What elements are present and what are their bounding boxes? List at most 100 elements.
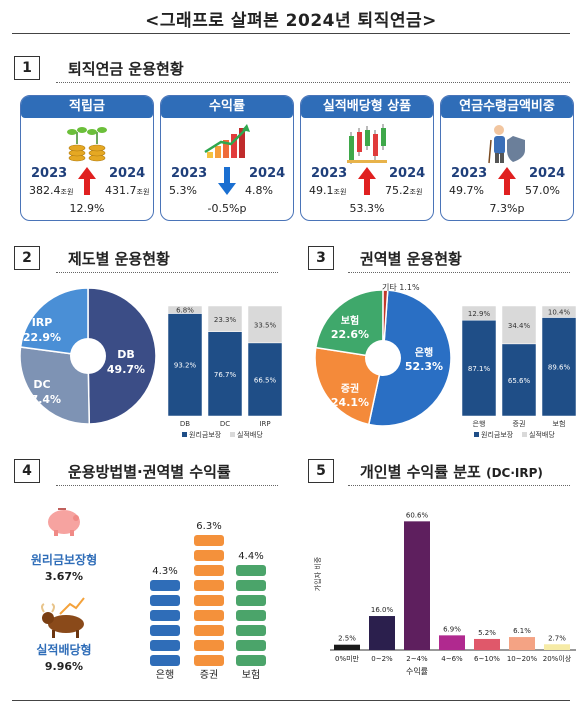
x-tick-보험: 보험 (553, 420, 566, 428)
card-change: -0.5%p (207, 202, 247, 215)
bar-label-DC-실적배당: 23.3% (214, 316, 237, 324)
pie-slice-보험 (314, 289, 384, 359)
chart-return-by-method: 원리금보장형 3.67% 실적배당형 9.96% 4.3% 은행 6.3% 증권 4.4% 보험 (31, 508, 266, 681)
section-4-title: 운용방법별·권역별 수익률 (68, 463, 231, 481)
section-1-title: 퇴직연금 운용현황 (68, 60, 184, 78)
bar-보험-실적배당 (541, 305, 577, 318)
bar-label-DB-실적배당: 6.8% (176, 307, 194, 315)
card-year-1: 2023 (171, 166, 208, 181)
bar-IRP-실적배당 (247, 305, 283, 344)
card-value-1-num: 49.7% (449, 184, 484, 197)
bar-segment-증권 (194, 535, 224, 546)
pie-slice-IRP (19, 287, 89, 357)
card-year-2: 2024 (249, 166, 286, 181)
bar-DB-원리금보장 (167, 313, 203, 417)
card-year-1: 2023 (451, 166, 488, 181)
legend-swatch-원리금보장 (474, 432, 479, 437)
legend-swatch-실적배당 (230, 432, 235, 437)
card-4: 연금수령금액비중 2023 2024 49.7% 57.0% 7.3%p (440, 95, 574, 221)
card-value-2-num: 57.0% (525, 184, 560, 197)
bar-6~10% (474, 638, 500, 650)
card-value-2-unit: 조원 (136, 188, 150, 196)
bar-segment-증권 (194, 640, 224, 651)
card-value-1-num: 5.3% (169, 184, 197, 197)
bar-label-증권: 6.3% (196, 521, 221, 532)
pie-label-증권: 증권 (341, 383, 359, 395)
card-value-2: 431.7조원 (105, 184, 149, 197)
page-title: <그래프로 살펴본 2024년 퇴직연금> (145, 11, 437, 31)
bar-segment-증권 (194, 550, 224, 561)
pie-value-DC: 27.4% (23, 393, 61, 406)
card-header: 수익률 (161, 96, 293, 118)
bar-segment-증권 (194, 625, 224, 636)
pie-value-DB: 49.7% (107, 363, 145, 376)
bar-segment-보험 (236, 610, 266, 621)
card-year-1: 2023 (311, 166, 348, 181)
bar-label-보험-실적배당: 10.4% (548, 309, 571, 317)
bar-label-IRP-원리금보장: 66.5% (254, 376, 277, 384)
card-year-1: 2023 (31, 166, 68, 181)
bar-segment-보험 (236, 640, 266, 651)
bar-segment-증권 (194, 580, 224, 591)
bar-label-보험: 4.4% (238, 551, 263, 562)
card-value-2: 4.8% (245, 184, 273, 197)
x-tick-2~4%: 2~4% (406, 655, 428, 663)
card-value-1: 382.4조원 (29, 184, 73, 197)
bar-DC-실적배당 (207, 305, 243, 332)
pie-label-IRP: IRP (32, 316, 53, 329)
pie-label-기타: 기타 1.1% (382, 283, 420, 292)
pie-value-IRP: 22.9% (23, 331, 61, 344)
pie-label-보험: 보험 (341, 314, 359, 327)
bar-label-10~20%: 6.1% (513, 627, 531, 635)
bar-DB-실적배당 (167, 305, 203, 314)
section-4-number: 4 (14, 459, 40, 483)
x-axis-label: 수익률 (406, 666, 428, 676)
bar-segment-보험 (236, 595, 266, 606)
section-3-title: 권역별 운용현황 (360, 250, 462, 268)
growth-bars-icon (204, 124, 250, 158)
bar-4~6% (439, 635, 465, 650)
bar-10~20% (509, 637, 535, 650)
card-year-2: 2024 (389, 166, 426, 181)
x-tick-보험: 보험 (242, 669, 260, 681)
bar-segment-증권 (194, 565, 224, 576)
x-tick-증권: 증권 (513, 420, 526, 428)
plant-coins-icon (67, 127, 107, 162)
bar-label-IRP-실적배당: 33.5% (254, 321, 277, 329)
section-1-underline (56, 82, 570, 83)
bar-label-4~6%: 6.9% (443, 625, 461, 633)
bar-label-증권-원리금보장: 65.6% (508, 377, 531, 385)
card-value-2-num: 431.7 (105, 184, 137, 197)
legend-label-원리금보장: 원리금보장 (481, 430, 514, 439)
value-원리금보장형: 3.67% (45, 570, 83, 583)
y-axis-label: 가입자 비중 (313, 556, 322, 591)
x-tick-6~10%: 6~10% (474, 655, 500, 663)
bar-segment-보험 (236, 625, 266, 636)
card-header: 연금수령금액비중 (441, 96, 573, 118)
pie-slice-은행 (367, 289, 452, 427)
arrow-up-icon (78, 167, 96, 195)
bar-은행-실적배당 (461, 305, 497, 321)
bull-icon (41, 597, 85, 638)
card-year-2: 2024 (529, 166, 566, 181)
bar-label-2~4%: 60.6% (406, 511, 429, 519)
bar-0~2% (369, 616, 395, 650)
candlestick-icon (347, 124, 387, 164)
x-tick-20%이상: 20%이상 (543, 654, 572, 663)
bar-segment-은행 (150, 655, 180, 666)
bar-DC-원리금보장 (207, 331, 243, 417)
bar-은행-원리금보장 (461, 319, 497, 417)
card-value-2: 57.0% (525, 184, 560, 197)
card-value-1-num: 49.1 (309, 184, 334, 197)
pie-label-은행: 은행 (415, 346, 433, 359)
x-tick-DC: DC (220, 420, 230, 428)
legend-label-원리금보장: 원리금보장 (189, 430, 222, 439)
card-header: 적립금 (21, 96, 153, 118)
bar-segment-은행 (150, 595, 180, 606)
bar-segment-증권 (194, 610, 224, 621)
pie-value-증권: 24.1% (331, 396, 369, 409)
card-1: 적립금 2023 2024 382.4조원 431.7조원 12.9% (20, 95, 154, 221)
card-value-2-num: 75.2 (385, 184, 410, 197)
x-tick-DB: DB (180, 420, 190, 428)
